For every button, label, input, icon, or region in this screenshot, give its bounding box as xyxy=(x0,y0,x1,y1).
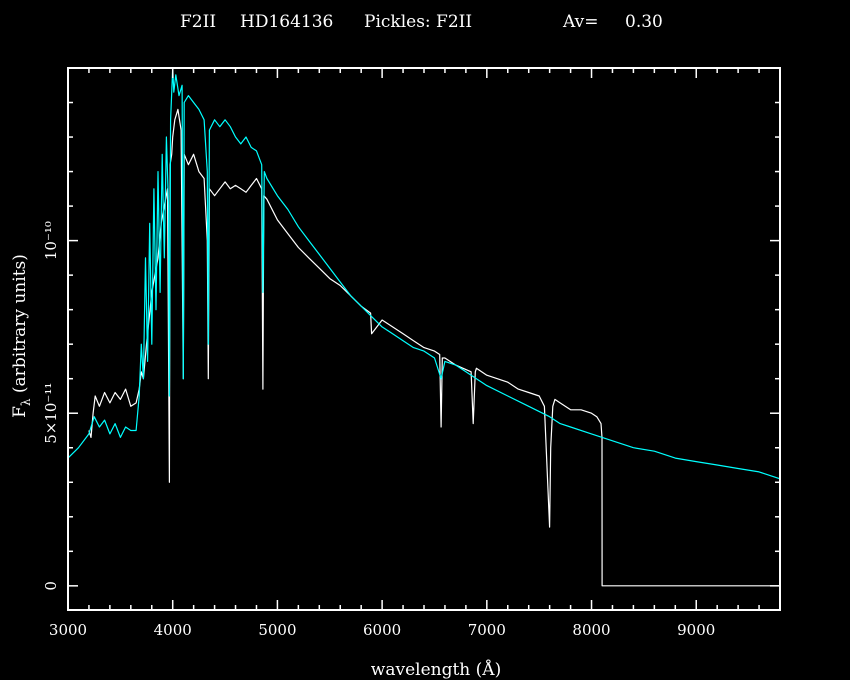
x-tick-label: 3000 xyxy=(49,621,87,639)
spectrum-series-2 xyxy=(67,67,781,480)
x-tick-label: 8000 xyxy=(572,621,610,639)
x-tick-label: 5000 xyxy=(258,621,296,639)
series-layer xyxy=(67,67,781,587)
y-axis-label-subscript: λ xyxy=(19,398,33,406)
title-spectral-type: F2II xyxy=(180,12,216,32)
x-tick-label: 4000 xyxy=(154,621,192,639)
plot-frame xyxy=(67,67,781,611)
x-tick-label: 6000 xyxy=(363,621,401,639)
chart-title: F2II HD164136 Pickles: F2II Av= 0.30 xyxy=(180,12,663,32)
title-pickles-match: Pickles: F2II xyxy=(364,12,472,32)
tick-labels-layer: 3000 4000 5000 6000 7000 8000 9000 0 5×10⁻¹¹ 10⁻¹… xyxy=(42,221,715,639)
y-axis-label-suffix: (arbitrary units) xyxy=(10,254,30,398)
title-star-name: HD164136 xyxy=(240,12,333,32)
x-tick-label: 7000 xyxy=(468,621,506,639)
y-tick-label: 0 xyxy=(42,581,60,591)
y-axis-label-prefix: F xyxy=(10,406,30,418)
y-axis-label: Fλ (arbitrary units) xyxy=(10,254,33,418)
y-tick-label: 10⁻¹⁰ xyxy=(42,221,60,260)
title-av-label: Av= xyxy=(562,12,598,32)
spectrum-series-1 xyxy=(88,108,780,587)
title-av-value: 0.30 xyxy=(625,12,663,32)
y-tick-label: 5×10⁻¹¹ xyxy=(42,383,60,444)
x-axis-label: wavelength (Å) xyxy=(371,659,501,680)
x-tick-label: 9000 xyxy=(677,621,715,639)
